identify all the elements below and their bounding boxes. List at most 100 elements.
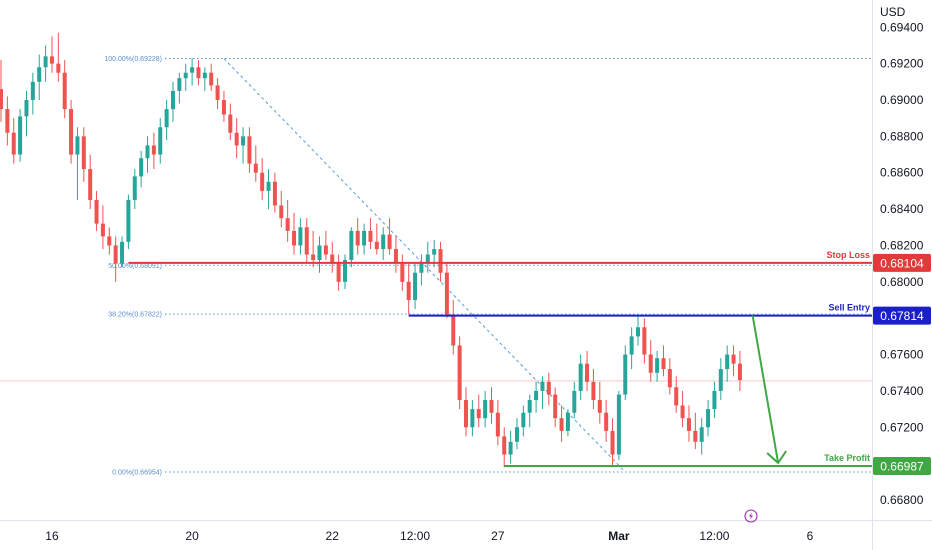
candle-body <box>190 67 195 73</box>
candle-body <box>642 327 647 355</box>
candle-body <box>49 56 54 64</box>
currency-label: USD <box>880 5 906 19</box>
x-tick-label: 27 <box>491 529 505 543</box>
candle-body <box>368 230 373 242</box>
candle-body <box>616 394 621 455</box>
candle-body <box>113 245 118 264</box>
candle-body <box>266 181 271 191</box>
candle-body <box>565 412 570 431</box>
fib-trend-line <box>223 58 626 473</box>
x-tick-label: 12:00 <box>699 529 729 543</box>
candle-body <box>69 109 74 155</box>
arrow-shaft <box>751 315 780 464</box>
candle-body <box>476 409 481 419</box>
arrow-head <box>766 450 787 464</box>
candle-body <box>546 381 551 395</box>
candle-body <box>120 241 125 264</box>
candle-body <box>489 400 494 413</box>
candle-body <box>483 400 488 419</box>
candle-body <box>279 205 284 219</box>
y-tick-label: 0.67600 <box>880 348 924 362</box>
x-tick-label: 20 <box>185 529 199 543</box>
candle-body <box>540 381 545 391</box>
candle-body <box>304 227 309 255</box>
candle-body <box>285 218 290 231</box>
candle-body <box>667 369 672 388</box>
candle-body <box>11 132 16 155</box>
y-tick-label: 0.69000 <box>880 93 924 107</box>
x-tick-label: Mar <box>608 529 630 543</box>
candle-body <box>228 114 233 133</box>
candle-body <box>164 109 169 128</box>
price-badge-label: 0.68104 <box>880 256 924 270</box>
candle-body <box>317 245 322 260</box>
candle-body <box>737 363 742 380</box>
candle-body <box>311 254 316 260</box>
candle-body <box>145 145 150 159</box>
candle-body <box>362 230 367 246</box>
candle-body <box>336 263 341 282</box>
candle-body <box>241 136 246 146</box>
fibonacci-retracement[interactable]: 100.00%(0.69228) 50.00%(0.68091) 38.20%(0.… <box>0 56 872 477</box>
candle-body <box>699 427 704 442</box>
candle-body <box>221 100 226 115</box>
candle-body <box>247 136 252 164</box>
candle-body <box>183 72 188 79</box>
candle-body <box>24 100 29 117</box>
x-tick-label: 22 <box>326 529 340 543</box>
candle-body <box>508 441 513 455</box>
fib-level-label: 0.00%(0.66954) <box>112 470 162 477</box>
candle-body <box>43 56 48 68</box>
candle-body <box>725 354 730 370</box>
y-tick-label: 0.68800 <box>880 129 924 143</box>
y-tick-label: 0.67400 <box>880 384 924 398</box>
y-tick-label: 0.68200 <box>880 238 924 252</box>
y-tick-label: 0.66800 <box>880 493 924 507</box>
candle-body <box>636 327 640 337</box>
candle-body <box>514 427 519 442</box>
y-tick-label: 0.67200 <box>880 420 924 434</box>
candle-body <box>604 412 609 431</box>
price-badges: 0.68104 0.67814 0.66987 <box>873 253 931 475</box>
price-badge-label: 0.66987 <box>880 460 924 474</box>
candle-body <box>457 345 462 400</box>
candle-body <box>5 109 10 133</box>
candle-body <box>349 230 354 260</box>
candle-body <box>81 136 86 170</box>
lightning-icon[interactable] <box>744 509 758 523</box>
candle-body <box>559 418 564 431</box>
candle-body <box>591 381 596 400</box>
candle-body <box>139 158 144 177</box>
candle-body <box>572 390 577 413</box>
trade-level-label: Sell Entry <box>828 303 870 313</box>
candle-body <box>438 249 443 273</box>
candle-body <box>100 223 105 237</box>
candlestick-series <box>0 32 742 468</box>
candle-body <box>75 136 80 155</box>
trade-levels[interactable]: Stop Loss Sell Entry Take Profit <box>128 250 872 467</box>
candle-body <box>623 354 628 395</box>
candle-body <box>655 358 660 373</box>
candle-body <box>151 145 156 155</box>
candle-body <box>406 281 411 300</box>
candle-body <box>400 263 405 282</box>
x-tick-label: 12:00 <box>400 529 430 543</box>
candle-body <box>731 354 736 364</box>
candle-body <box>393 249 398 264</box>
candle-body <box>451 314 456 346</box>
candle-body <box>585 363 590 382</box>
candle-body <box>292 230 297 246</box>
candle-body <box>521 412 526 428</box>
fib-level-label: 100.00%(0.69228) <box>104 56 162 63</box>
candle-body <box>298 227 303 246</box>
y-tick-label: 0.69200 <box>880 57 924 71</box>
time-axis-ticks: 16 20 22 12:00 27 Mar 12:00 6 <box>45 529 813 543</box>
candle-body <box>674 387 679 406</box>
candle-body <box>88 169 93 200</box>
candle-body <box>495 412 500 437</box>
candle-body <box>597 400 602 413</box>
candle-body <box>0 89 3 110</box>
candle-body <box>209 72 214 86</box>
